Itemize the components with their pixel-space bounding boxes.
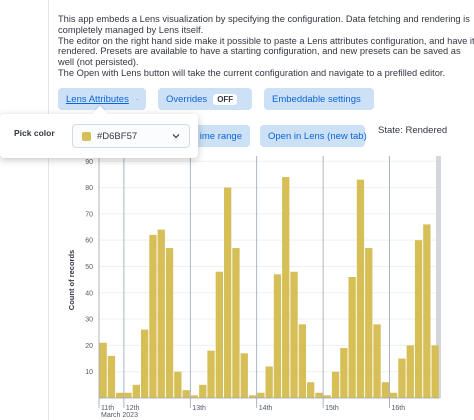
x-tick-label: 14th xyxy=(259,405,273,412)
x-tick-label: 11th xyxy=(101,405,114,412)
y-tick-label: 30 xyxy=(85,317,93,324)
bar xyxy=(307,382,315,398)
popover-label: Pick color xyxy=(14,128,55,138)
bar xyxy=(207,350,215,398)
bar xyxy=(240,353,248,398)
bar xyxy=(232,248,240,398)
bar xyxy=(365,248,373,398)
bar xyxy=(132,384,140,398)
bar xyxy=(265,366,273,398)
bar xyxy=(215,271,223,398)
x-tick-label: 15th xyxy=(325,405,339,412)
overrides-button[interactable]: Overrides OFF xyxy=(158,88,252,110)
y-tick-label: 40 xyxy=(85,290,93,297)
chevron xyxy=(172,134,180,139)
embeddable-settings-button[interactable]: Embeddable settings xyxy=(264,88,374,110)
y-tick-label: 50 xyxy=(85,264,93,271)
time-range-button[interactable]: ime range xyxy=(188,125,250,147)
description-line: The editor on the right hand side make i… xyxy=(58,35,474,46)
state-text: State: Rendered xyxy=(378,125,448,136)
bar xyxy=(182,390,190,398)
bar xyxy=(282,177,290,398)
description-line: rendered. Presets are available to have … xyxy=(58,46,461,57)
x-tick-label: 12th xyxy=(126,405,140,412)
bar xyxy=(224,187,232,398)
bar xyxy=(248,395,257,398)
button-label: Overrides xyxy=(166,93,208,105)
bar xyxy=(141,329,149,398)
color-select[interactable]: #D6BF57 xyxy=(72,124,190,148)
y-axis-title: Count of records xyxy=(67,250,76,310)
bar xyxy=(373,324,381,398)
y-tick-label: 20 xyxy=(85,343,93,350)
bar xyxy=(199,384,207,398)
y-tick-label: 80 xyxy=(85,185,93,192)
bar xyxy=(390,392,398,398)
button-label: Embeddable settings xyxy=(272,93,361,105)
open-in-lens-button[interactable]: Open in Lens (new tab) xyxy=(260,125,367,147)
x-sublabel: March 2023 xyxy=(101,412,138,419)
lens-attributes-button[interactable]: Lens Attributes xyxy=(58,88,146,110)
bar xyxy=(190,395,199,398)
bar xyxy=(124,392,132,398)
button-label: Lens Attributes xyxy=(66,93,129,105)
bar xyxy=(348,277,356,398)
bar xyxy=(99,342,107,398)
button-label: Open in Lens (new tab) xyxy=(268,130,367,142)
chevron xyxy=(136,98,138,100)
bar xyxy=(174,371,182,398)
bar xyxy=(340,348,348,398)
bar xyxy=(323,395,331,398)
bar xyxy=(414,240,423,398)
y-tick-label: 70 xyxy=(85,211,93,218)
y-tick-label: 10 xyxy=(85,369,93,376)
bar xyxy=(157,229,165,398)
bar xyxy=(107,355,116,398)
bar xyxy=(406,345,414,398)
bar xyxy=(381,382,389,398)
bar xyxy=(356,179,365,398)
bar xyxy=(257,392,265,398)
description: This app embeds a Lens visualization by … xyxy=(58,14,474,79)
description-line: well (not persisted). xyxy=(58,57,139,68)
description-line: completely managed by Lens itself. xyxy=(58,24,204,35)
partial-bucket xyxy=(435,156,441,398)
button-label: ime range xyxy=(199,130,242,142)
select-value: #D6BF57 xyxy=(97,130,138,142)
x-tick-label: 13th xyxy=(192,405,206,412)
bar xyxy=(290,271,298,398)
bar xyxy=(165,248,174,398)
bar xyxy=(423,224,431,398)
bar xyxy=(315,392,323,398)
y-tick-label: 90 xyxy=(85,159,93,166)
description-line: The Open with Lens button will take the … xyxy=(58,67,446,78)
bar xyxy=(298,324,306,398)
x-tick-label: 16th xyxy=(392,405,406,412)
color-swatch xyxy=(82,131,91,141)
bar xyxy=(116,392,124,398)
panel xyxy=(48,0,474,420)
badge: OFF xyxy=(213,93,238,105)
bar xyxy=(398,358,406,398)
bar xyxy=(149,234,157,398)
color-popover: Pick color #D6BF57 xyxy=(0,105,198,158)
y-tick-label: 60 xyxy=(85,238,93,245)
bar xyxy=(431,345,439,398)
bar xyxy=(331,371,340,398)
bar xyxy=(273,274,282,398)
description-line: This app embeds a Lens visualization by … xyxy=(58,14,470,24)
